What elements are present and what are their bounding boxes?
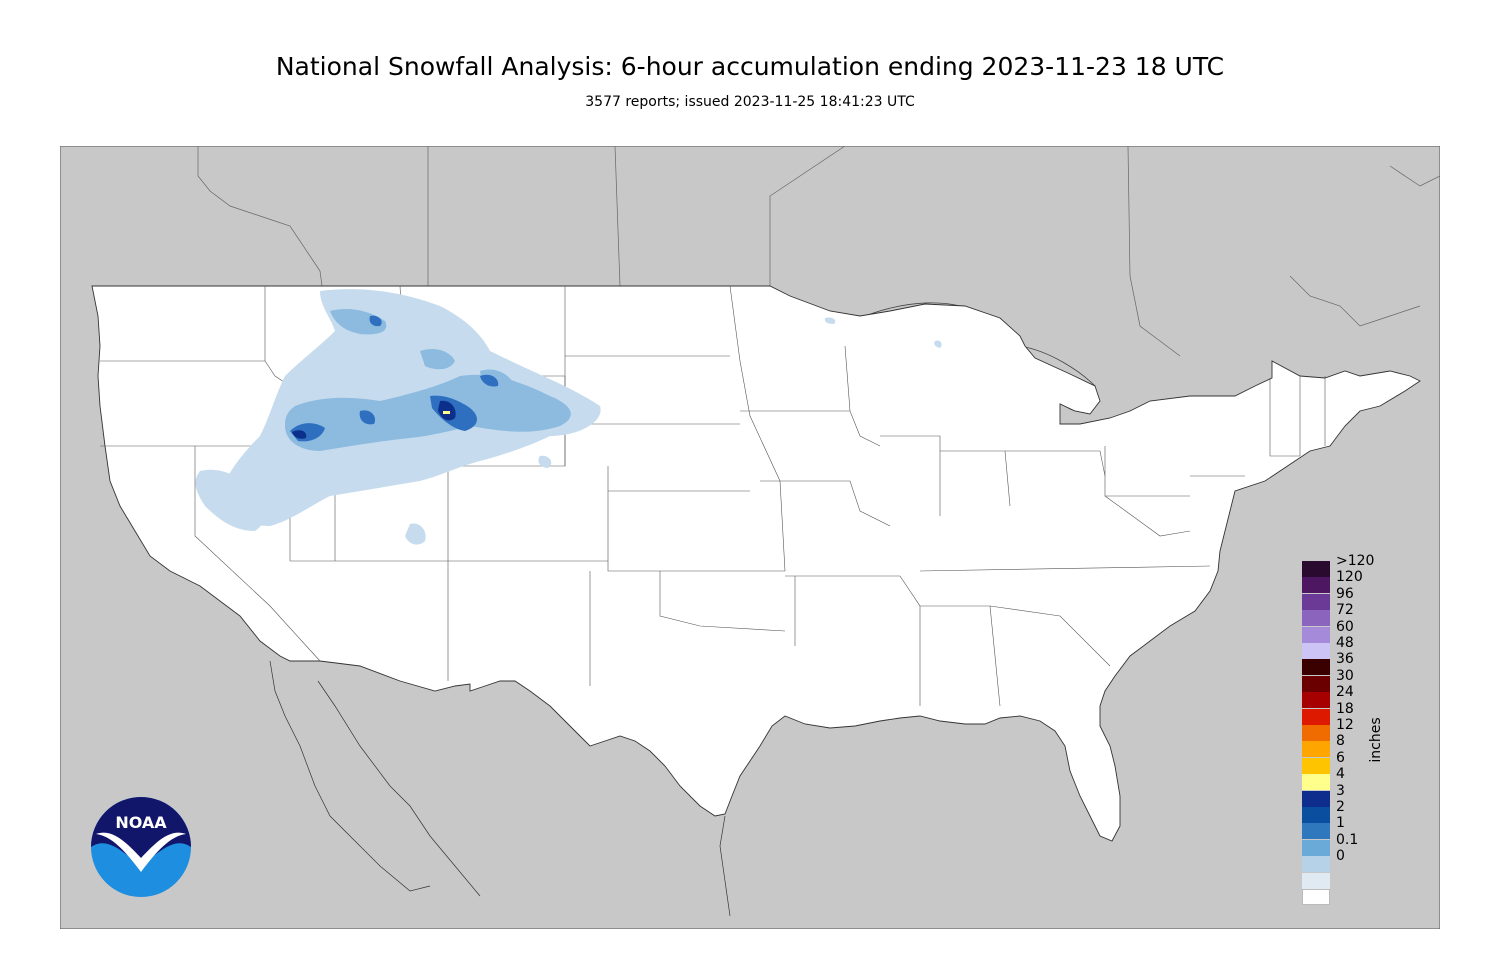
coastlines	[269, 660, 731, 917]
noaa-logo: NOAA	[91, 797, 191, 897]
legend-swatch	[1302, 725, 1330, 741]
legend-swatch	[1302, 692, 1330, 709]
legend-swatch	[1302, 774, 1330, 791]
legend-tick-label: 6	[1336, 749, 1345, 766]
legend-swatch	[1302, 626, 1330, 643]
legend-tick-label: 60	[1336, 618, 1354, 635]
legend-units: inches	[1368, 717, 1384, 763]
legend-tick-label: 72	[1336, 602, 1354, 619]
legend-tick-label: 3	[1336, 782, 1345, 799]
noaa-logo-text: NOAA	[115, 813, 167, 832]
legend-swatch	[1302, 561, 1330, 577]
legend-tick-label: 18	[1336, 700, 1354, 717]
legend-tick-label: 120	[1336, 569, 1363, 586]
map-subtitle: 3577 reports; issued 2023-11-25 18:41:23…	[585, 94, 915, 110]
legend-swatch	[1302, 643, 1330, 659]
legend-swatch	[1302, 807, 1330, 823]
legend-tick-label: 0	[1336, 848, 1345, 865]
legend-swatch	[1302, 741, 1330, 758]
legend-swatch	[1302, 823, 1330, 840]
legend-tick-label: 36	[1336, 651, 1354, 668]
legend-swatch	[1302, 872, 1330, 889]
legend-tick-label: 30	[1336, 667, 1354, 684]
snowfall-map	[60, 146, 1440, 929]
legend-swatch	[1302, 659, 1330, 676]
legend-tick-label: 0.1	[1336, 831, 1359, 848]
legend-swatch	[1302, 790, 1330, 807]
legend-swatch	[1302, 675, 1330, 692]
country-province-lines	[197, 146, 1440, 357]
legend-tick-label: 1	[1336, 815, 1345, 832]
legend-tick-label: 4	[1336, 766, 1345, 783]
legend-swatch	[1302, 889, 1330, 905]
legend-tick-label: >120	[1336, 553, 1375, 569]
legend-swatch	[1302, 593, 1330, 610]
legend-swatch	[1302, 757, 1330, 774]
legend-swatch	[1302, 577, 1330, 594]
legend-tick-label: 96	[1336, 585, 1354, 602]
legend-tick-label: 48	[1336, 635, 1354, 651]
legend-swatch	[1302, 708, 1330, 725]
legend-tick-label: 2	[1336, 799, 1345, 815]
legend-tick-label: 8	[1336, 733, 1345, 750]
legend-tick-label: 24	[1336, 684, 1354, 701]
legend-tick-label: 12	[1336, 717, 1354, 733]
legend-swatch	[1302, 839, 1330, 856]
map-title: National Snowfall Analysis: 6-hour accum…	[275, 52, 1225, 81]
legend-swatch	[1302, 610, 1330, 627]
snowfall-shading	[195, 289, 942, 545]
legend-swatch	[1302, 856, 1330, 873]
